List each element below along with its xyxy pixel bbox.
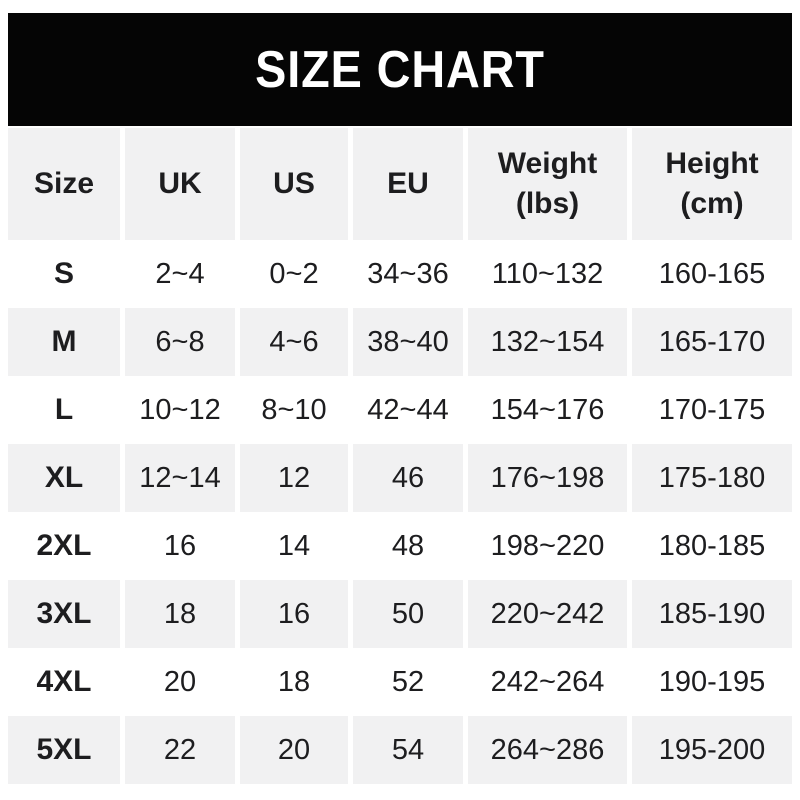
cell-height: 185-190	[632, 580, 792, 648]
cell-size: L	[8, 376, 120, 444]
cell-us: 20	[240, 716, 348, 784]
cell-uk: 18	[125, 580, 235, 648]
cell-size: M	[8, 308, 120, 376]
cell-uk: 22	[125, 716, 235, 784]
header-height: Height (cm)	[632, 128, 792, 240]
cell-height: 195-200	[632, 716, 792, 784]
cell-eu: 52	[353, 648, 463, 716]
header-weight: Weight (lbs)	[468, 128, 627, 240]
cell-size: 4XL	[8, 648, 120, 716]
cell-size: S	[8, 240, 120, 308]
cell-height: 180-185	[632, 512, 792, 580]
cell-eu: 46	[353, 444, 463, 512]
cell-weight: 110~132	[468, 240, 627, 308]
cell-eu: 34~36	[353, 240, 463, 308]
cell-us: 0~2	[240, 240, 348, 308]
cell-uk: 10~12	[125, 376, 235, 444]
cell-height: 190-195	[632, 648, 792, 716]
cell-size: XL	[8, 444, 120, 512]
cell-us: 14	[240, 512, 348, 580]
size-chart-table: Size UK US EU Weight (lbs) Height (cm) S…	[8, 128, 792, 784]
cell-us: 4~6	[240, 308, 348, 376]
cell-us: 8~10	[240, 376, 348, 444]
cell-size: 2XL	[8, 512, 120, 580]
header-uk: UK	[125, 128, 235, 240]
cell-uk: 16	[125, 512, 235, 580]
cell-us: 12	[240, 444, 348, 512]
cell-eu: 50	[353, 580, 463, 648]
cell-weight: 198~220	[468, 512, 627, 580]
cell-weight: 220~242	[468, 580, 627, 648]
cell-us: 18	[240, 648, 348, 716]
cell-us: 16	[240, 580, 348, 648]
page-title: SIZE CHART	[255, 40, 545, 99]
cell-weight: 242~264	[468, 648, 627, 716]
cell-eu: 48	[353, 512, 463, 580]
cell-uk: 6~8	[125, 308, 235, 376]
cell-uk: 20	[125, 648, 235, 716]
header-us: US	[240, 128, 348, 240]
cell-uk: 2~4	[125, 240, 235, 308]
cell-weight: 264~286	[468, 716, 627, 784]
title-banner: SIZE CHART	[8, 13, 792, 126]
cell-height: 160-165	[632, 240, 792, 308]
header-size: Size	[8, 128, 120, 240]
cell-height: 175-180	[632, 444, 792, 512]
cell-height: 165-170	[632, 308, 792, 376]
cell-eu: 54	[353, 716, 463, 784]
cell-eu: 42~44	[353, 376, 463, 444]
cell-weight: 132~154	[468, 308, 627, 376]
cell-weight: 176~198	[468, 444, 627, 512]
header-eu: EU	[353, 128, 463, 240]
cell-size: 5XL	[8, 716, 120, 784]
cell-eu: 38~40	[353, 308, 463, 376]
cell-uk: 12~14	[125, 444, 235, 512]
cell-height: 170-175	[632, 376, 792, 444]
cell-size: 3XL	[8, 580, 120, 648]
cell-weight: 154~176	[468, 376, 627, 444]
